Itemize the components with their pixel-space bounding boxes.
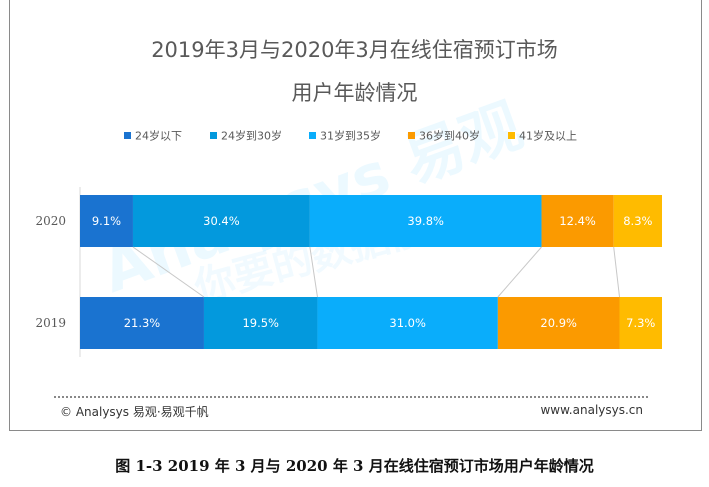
footer-url: www.analysys.cn	[540, 403, 643, 417]
bar-segment	[132, 195, 310, 247]
series-line	[497, 246, 542, 298]
data-label: 31.0%	[389, 316, 426, 330]
bar-segment	[613, 195, 662, 247]
data-label: 20.9%	[540, 316, 577, 330]
footer-divider	[54, 396, 648, 398]
data-label: 7.3%	[626, 316, 655, 330]
data-label: 12.4%	[559, 214, 596, 228]
legend-label: 31岁到35岁	[320, 129, 381, 143]
series-line	[613, 246, 621, 298]
bar-segment	[541, 195, 614, 247]
legend-swatch	[210, 132, 217, 139]
footer-source: © Analysys 易观·易观千帆	[60, 405, 209, 419]
data-label: 39.8%	[407, 214, 444, 228]
bar-segment	[619, 297, 662, 349]
chart-title-line2: 用户年龄情况	[291, 81, 418, 105]
chart-title-line1: 2019年3月与2020年3月在线住宿预订市场	[151, 38, 558, 62]
bar-segment	[309, 195, 542, 247]
bar-segment	[80, 195, 133, 247]
data-label: 21.3%	[124, 316, 161, 330]
legend-label: 41岁及以上	[519, 129, 577, 143]
series-line	[309, 246, 318, 298]
data-label: 8.3%	[623, 214, 652, 228]
bar-segment	[203, 297, 318, 349]
bar-segment	[317, 297, 498, 349]
legend-swatch	[408, 132, 415, 139]
chart-frame	[9, 0, 702, 431]
data-label: 19.5%	[242, 316, 279, 330]
legend-swatch	[508, 132, 515, 139]
legend-label: 24岁以下	[135, 129, 182, 143]
chart-plot: 24岁以下 24岁到30岁 31岁到35岁 36岁到40岁 41岁及以上 2020 9.1%…	[35, 129, 662, 357]
figure-caption: 图 1-3 2019 年 3 月与 2020 年 3 月在线住宿预订市场用户年龄…	[115, 457, 594, 475]
bar-segment	[80, 297, 204, 349]
legend-label: 24岁到30岁	[221, 129, 282, 143]
data-label: 30.4%	[203, 214, 240, 228]
bar-segment	[497, 297, 620, 349]
category-label: 2019	[35, 316, 66, 330]
legend-label: 36岁到40岁	[419, 129, 480, 143]
category-label: 2020	[35, 214, 66, 228]
legend-swatch	[309, 132, 316, 139]
series-line	[132, 246, 205, 298]
legend-swatch	[124, 132, 131, 139]
data-label: 9.1%	[92, 214, 121, 228]
